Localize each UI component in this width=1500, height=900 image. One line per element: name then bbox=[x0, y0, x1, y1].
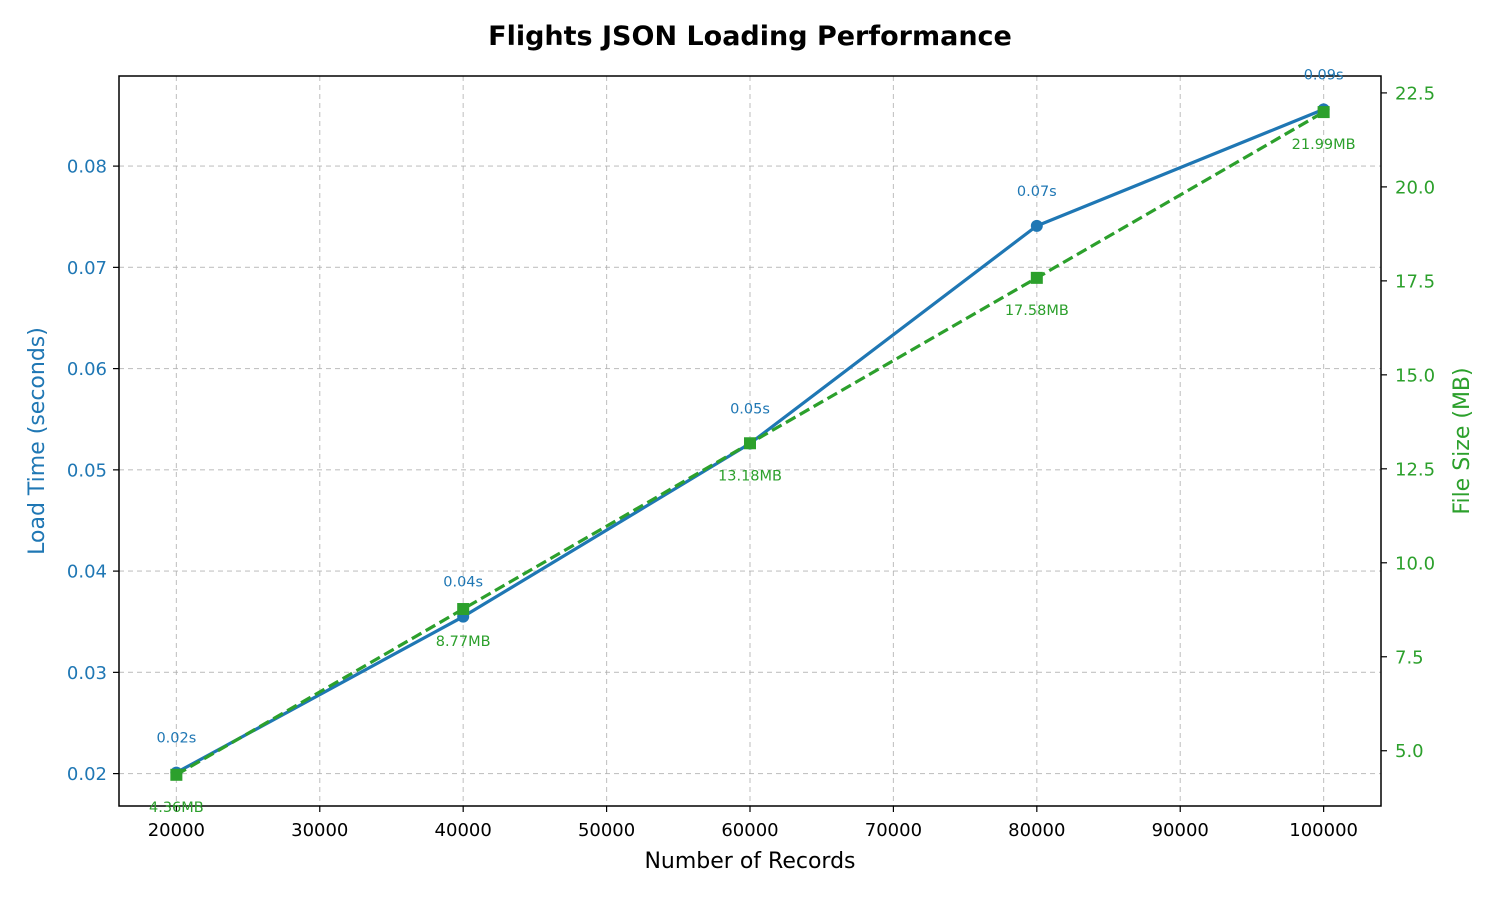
left-y-tick-label: 0.08 bbox=[67, 157, 107, 178]
file-size-point bbox=[744, 437, 756, 450]
right-y-tick-label: 17.5 bbox=[1395, 271, 1435, 292]
right-y-tick-label: 7.5 bbox=[1395, 647, 1424, 668]
axes-layer: 20000 30000 40000 50000 60000 70000 80000 90000… bbox=[67, 83, 1435, 841]
file-size-data-label: 8.77MB bbox=[436, 634, 491, 650]
file-size-data-label: 21.99MB bbox=[1292, 137, 1356, 153]
right-y-tick-label: 10.0 bbox=[1395, 553, 1435, 574]
left-y-tick-label: 0.07 bbox=[67, 258, 107, 279]
load-time-data-label: 0.09s bbox=[1304, 67, 1344, 83]
annotation-layer: 0.02s 0.04s 0.05s 0.07s 0.09s 4.36MB 8.77MB 13.… bbox=[149, 67, 1356, 815]
left-y-tick-label: 0.06 bbox=[67, 359, 107, 380]
right-y-tick-label: 5.0 bbox=[1395, 741, 1424, 762]
left-y-tick-label: 0.04 bbox=[67, 562, 107, 583]
x-tick-label: 70000 bbox=[865, 820, 922, 841]
right-y-tick-label: 12.5 bbox=[1395, 459, 1435, 480]
file-size-point bbox=[1317, 106, 1330, 119]
right-y-tick-label: 20.0 bbox=[1395, 177, 1435, 198]
file-size-data-label: 17.58MB bbox=[1005, 303, 1069, 319]
file-size-data-label: 13.18MB bbox=[718, 468, 782, 484]
load-time-point bbox=[1030, 219, 1043, 232]
left-y-tick-label: 0.05 bbox=[67, 460, 107, 481]
load-time-data-label: 0.04s bbox=[443, 575, 483, 591]
left-y-tick-label: 0.03 bbox=[67, 663, 107, 684]
right-y-tick-label: 22.5 bbox=[1395, 83, 1435, 104]
x-tick-label: 100000 bbox=[1289, 820, 1358, 841]
series-layer bbox=[170, 103, 1330, 781]
left-y-axis-label: Load Time (seconds) bbox=[25, 327, 50, 555]
x-tick-label: 90000 bbox=[1152, 820, 1209, 841]
grid-layer bbox=[119, 76, 1381, 806]
x-tick-label: 40000 bbox=[435, 820, 492, 841]
x-tick-label: 50000 bbox=[578, 820, 635, 841]
load-time-data-label: 0.05s bbox=[730, 402, 770, 418]
load-time-data-label: 0.02s bbox=[156, 731, 196, 747]
x-tick-label: 80000 bbox=[1008, 820, 1065, 841]
file-size-data-label: 4.36MB bbox=[149, 800, 204, 816]
x-tick-label: 30000 bbox=[291, 820, 348, 841]
x-tick-label: 20000 bbox=[148, 820, 205, 841]
x-tick-label: 60000 bbox=[721, 820, 778, 841]
right-y-tick-label: 15.0 bbox=[1395, 365, 1435, 386]
file-size-point bbox=[1030, 271, 1043, 284]
right-y-axis-label: File Size (MB) bbox=[1450, 367, 1475, 514]
left-y-tick-label: 0.02 bbox=[67, 764, 107, 785]
x-axis-label: Number of Records bbox=[644, 849, 855, 874]
load-time-data-label: 0.07s bbox=[1017, 184, 1057, 200]
file-size-point bbox=[170, 768, 183, 781]
file-size-point bbox=[457, 603, 470, 616]
chart-title: Flights JSON Loading Performance bbox=[488, 21, 1012, 52]
